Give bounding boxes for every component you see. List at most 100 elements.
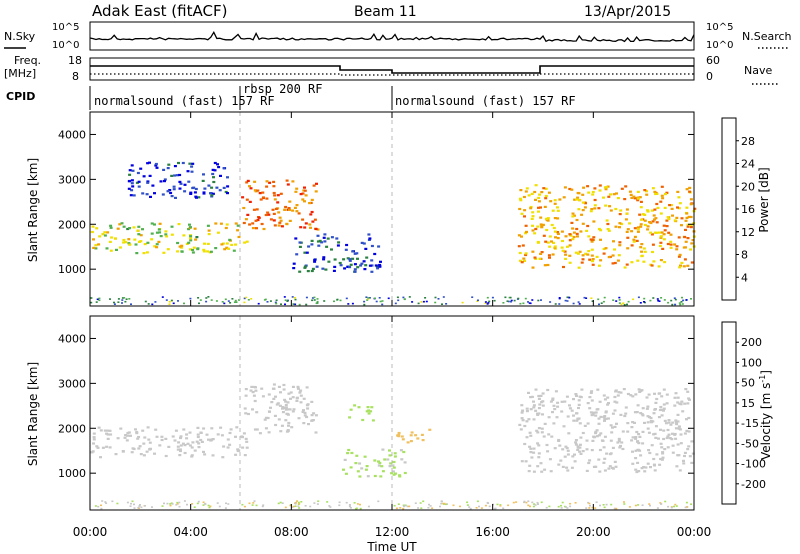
velocity-echo-cell <box>565 447 569 450</box>
power-echo-cell <box>193 191 197 194</box>
cpid-label: CPID <box>6 90 35 103</box>
velocity-echo-cell <box>369 410 373 413</box>
power-echo-cell <box>646 225 650 228</box>
velocity-echo-cell <box>650 421 653 424</box>
velocity-echo-cell <box>137 447 141 450</box>
velocity-echo-cell <box>179 449 182 453</box>
power-echo-cell <box>188 223 191 226</box>
velocity-echo-cell <box>196 433 200 436</box>
velocity-echo-cell <box>570 409 574 412</box>
power-echo-clutter-cell <box>323 300 326 302</box>
velocity-echo-cell <box>574 441 578 444</box>
velocity-echo-clutter-cell <box>248 502 251 505</box>
power-echo-cell <box>266 211 270 214</box>
power-echo-cell <box>173 165 177 168</box>
velocity-echo-cell <box>652 412 656 415</box>
velocity-echo-cell <box>537 407 541 410</box>
power-echo-cell <box>98 235 102 238</box>
velocity-echo-cell <box>664 422 668 425</box>
power-echo-cell <box>103 231 107 234</box>
velocity-echo-cell <box>276 402 280 405</box>
velocity-echo-cell <box>636 461 640 464</box>
velocity-echo-cell <box>599 415 603 418</box>
velocity-echo-cell <box>674 437 678 440</box>
power-echo-cell <box>630 230 634 233</box>
power-echo-cell <box>277 211 281 214</box>
power-echo-cell <box>575 198 579 201</box>
power-echo-cell <box>522 257 526 260</box>
velocity-echo-clutter-cell <box>560 504 562 507</box>
velocity-echo-clutter-cell <box>151 506 153 508</box>
velocity-echo-cell <box>302 422 306 425</box>
velocity-echo-cell <box>141 429 145 432</box>
power-echo-clutter-cell <box>257 302 260 305</box>
velocity-echo-cell <box>645 396 649 399</box>
velocity-echo-cell <box>103 429 107 432</box>
power-echo-clutter-cell <box>524 297 527 300</box>
power-echo-cell <box>519 189 523 192</box>
power-echo-cell <box>660 194 664 197</box>
velocity-echo-clutter-cell <box>186 503 188 506</box>
velocity-echo-clutter-cell <box>499 505 502 507</box>
power-echo-cell <box>342 258 346 261</box>
power-echo-cell <box>568 233 572 236</box>
velocity-echo-cell <box>274 395 277 398</box>
velocity-echo-cell <box>541 392 545 395</box>
velocity-echo-cell <box>592 411 596 414</box>
power-echo-cell <box>553 199 557 202</box>
power-echo-cell <box>274 207 278 210</box>
velocity-echo-clutter-cell <box>356 503 359 505</box>
x-tick-label: 00:00 <box>73 525 108 539</box>
power-echo-cell <box>349 263 353 266</box>
power-echo-clutter-cell <box>98 297 101 300</box>
power-echo-cell <box>373 252 377 256</box>
velocity-echo-clutter-cell <box>422 500 425 503</box>
velocity-echo-cell <box>635 470 639 474</box>
power-echo-cell <box>364 264 368 267</box>
power-echo-cell <box>606 222 610 226</box>
velocity-echo-clutter-cell <box>253 500 256 502</box>
velocity-echo-clutter-cell <box>345 501 348 504</box>
velocity-echo-clutter-cell <box>605 503 608 506</box>
velocity-echo-cell <box>97 426 101 429</box>
velocity-echo-clutter-cell <box>169 503 172 505</box>
velocity-echo-cell <box>576 417 580 420</box>
power-echo-cell <box>226 176 229 179</box>
power-echo-clutter-cell <box>109 298 111 300</box>
power-echo-cell <box>137 240 141 243</box>
power-echo-cell <box>597 264 601 267</box>
velocity-echo-clutter-cell <box>133 507 136 509</box>
velocity-echo-cell <box>673 433 677 436</box>
power-echo-cell <box>223 248 227 251</box>
power-colorbar-tick-label: 20 <box>741 180 755 193</box>
velocity-echo-cell <box>291 385 295 388</box>
nsky-trace <box>89 30 695 43</box>
velocity-echo-cell <box>575 394 578 397</box>
power-echo-cell <box>273 224 277 227</box>
velocity-echo-clutter-cell <box>329 506 332 508</box>
power-echo-cell <box>272 212 276 215</box>
power-echo-cell <box>606 185 610 188</box>
power-echo-cell <box>542 234 546 237</box>
power-echo-cell <box>295 187 299 190</box>
power-echo-cell <box>189 191 193 194</box>
velocity-echo-cell <box>379 475 383 478</box>
power-echo-cell <box>213 161 217 165</box>
velocity-echo-clutter-cell <box>523 501 526 504</box>
velocity-echo-cell <box>602 446 606 449</box>
power-echo-cell <box>315 265 319 268</box>
power-echo-cell <box>245 240 249 243</box>
velocity-echo-cell <box>253 399 257 403</box>
power-echo-cell <box>529 207 533 210</box>
power-echo-cell <box>182 234 186 237</box>
power-echo-cell <box>178 187 182 190</box>
power-echo-cell <box>234 222 238 225</box>
power-echo-cell <box>639 200 643 203</box>
power-echo-cell <box>262 196 265 199</box>
velocity-echo-clutter-cell <box>574 502 577 504</box>
velocity-echo-cell <box>613 395 617 399</box>
power-echo-cell <box>611 254 615 257</box>
velocity-echo-cell <box>523 442 527 446</box>
power-echo-cell <box>297 212 301 215</box>
power-echo-cell <box>273 194 277 197</box>
